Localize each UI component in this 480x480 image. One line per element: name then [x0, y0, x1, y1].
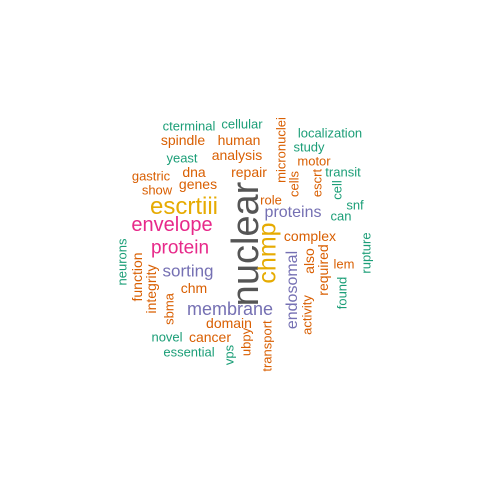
word-novel: novel: [151, 329, 183, 345]
word-essential: essential: [163, 344, 215, 360]
word-gastric: gastric: [131, 168, 171, 184]
word-membrane: membrane: [186, 299, 274, 319]
word-dna: dna: [182, 164, 206, 180]
word-transport: transport: [259, 320, 275, 372]
word-proteins: proteins: [264, 204, 322, 221]
word-envelope: envelope: [131, 214, 213, 236]
word-chmp: chmp: [253, 222, 282, 284]
word-role: role: [260, 192, 282, 208]
word-chm: chm: [180, 280, 208, 296]
word-integrity: integrity: [143, 264, 159, 314]
word-show: show: [141, 182, 173, 198]
word-cell: cell: [329, 180, 345, 200]
word-localization: localization: [297, 125, 363, 141]
word-protein: protein: [150, 237, 210, 259]
word-transit: transit: [325, 164, 361, 180]
word-spindle: spindle: [160, 132, 206, 148]
word-ubpy: ubpy: [238, 327, 254, 357]
word-rupture: rupture: [358, 232, 374, 274]
word-domain: domain: [206, 315, 252, 331]
word-escrtiii: escrtiii: [149, 193, 219, 220]
word-motor: motor: [297, 153, 331, 169]
word-required: required: [315, 244, 331, 296]
word-function: function: [129, 252, 145, 302]
word-found: found: [334, 276, 350, 310]
word-neurons: neurons: [114, 238, 130, 286]
word-genes: genes: [178, 176, 218, 192]
word-repair: repair: [231, 164, 267, 180]
word-cells: cells: [286, 170, 302, 198]
word-sbma: sbma: [161, 293, 177, 325]
word-sorting: sorting: [162, 261, 214, 281]
word-escrt: escrt: [309, 168, 325, 198]
word-snf: snf: [346, 197, 364, 213]
word-lem: lem: [333, 256, 355, 272]
word-cellular: cellular: [221, 116, 263, 132]
word-yeast: yeast: [166, 150, 198, 166]
word-vps: vps: [221, 344, 237, 366]
word-activity: activity: [299, 295, 315, 335]
word-can: can: [330, 208, 352, 224]
word-human: human: [217, 132, 261, 148]
word-also: also: [301, 248, 317, 274]
word-study: study: [293, 139, 325, 155]
word-cterminal: cterminal: [162, 118, 216, 134]
word-complex: complex: [283, 228, 337, 244]
word-analysis: analysis: [211, 147, 263, 163]
word-cancer: cancer: [188, 329, 232, 345]
